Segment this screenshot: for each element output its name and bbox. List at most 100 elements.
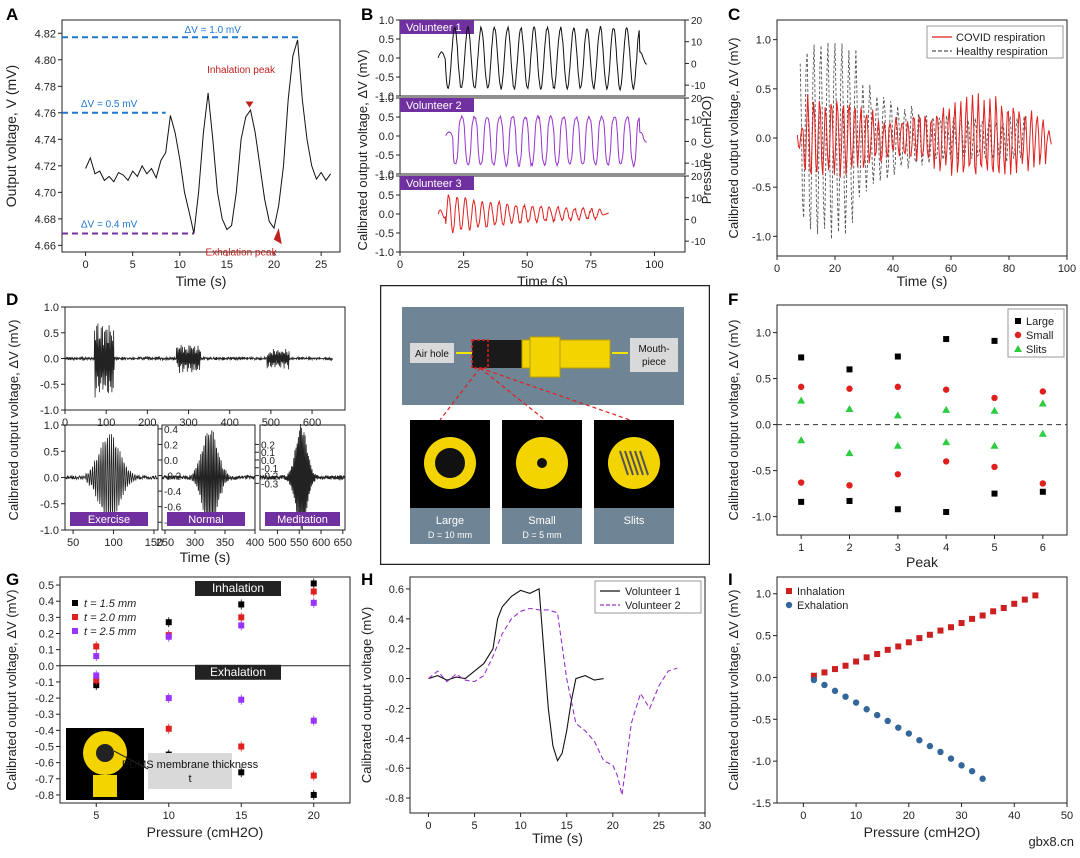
y-axis-label: Calibrated output voltage, ΔV (mV)	[726, 38, 741, 239]
data-point	[990, 608, 997, 615]
data-point	[942, 458, 950, 465]
y-tick-label: 0.5	[44, 446, 59, 458]
y-tick-label: -1.0	[375, 91, 394, 103]
data-point	[895, 643, 902, 650]
y-tick-label: 4.82	[35, 28, 56, 40]
inset-pointer	[113, 750, 149, 770]
mouthpiece-label-line2: piece	[642, 357, 666, 368]
respiration-trace	[437, 25, 648, 92]
data-point	[863, 706, 870, 713]
sample-label: Slits	[624, 515, 645, 527]
y-tick-label: 4.80	[35, 55, 56, 67]
data-point	[238, 769, 245, 776]
legend-label: Healthy respiration	[956, 46, 1048, 58]
y-tick-label: 0.5	[379, 112, 394, 124]
data-point	[991, 394, 998, 402]
x-tick-label: 20	[607, 820, 619, 832]
data-point	[1039, 488, 1046, 495]
data-point	[798, 354, 805, 361]
y-tick-label: 1.0	[756, 589, 771, 601]
data-point	[238, 743, 245, 750]
data-point	[968, 767, 976, 775]
data-point	[991, 463, 998, 471]
subplot-label: Volunteer 2	[406, 100, 462, 112]
x-tick-label: 30	[699, 820, 711, 832]
sample-label: Small	[528, 515, 556, 527]
x-tick-label: 50	[1061, 810, 1073, 822]
x-axis-label: Peak	[906, 554, 939, 570]
y-tick-label: -10	[691, 81, 706, 92]
data-point	[979, 775, 986, 782]
x-axis-label: Time (s)	[532, 830, 583, 846]
exhalation-label: Exhalation	[210, 665, 266, 679]
y-tick-label: 1.0	[379, 171, 394, 183]
x-tick-label: 350	[216, 537, 234, 549]
x-tick-label: 550	[290, 537, 308, 549]
y-tick-label: 10	[691, 116, 703, 127]
y-tick-label: 0	[691, 59, 697, 70]
data-point	[979, 612, 986, 619]
data-point	[943, 336, 950, 343]
data-point	[942, 405, 951, 413]
x-tick-label: 100	[97, 417, 115, 429]
y-tick-label: 0.0	[389, 674, 404, 686]
respiration-trace	[437, 194, 609, 234]
y-tick-label: -0.8	[385, 793, 404, 805]
y-axis-label: Calibrated output voltage, ΔV (mV)	[355, 50, 370, 251]
panel-a: A 0 5 10 15 20 25 4.66 4.68 4.70 4.72 4.74 4.76 4.78 4…	[0, 0, 350, 290]
x-tick-label: 10	[163, 810, 175, 822]
state-label: Exercise	[88, 514, 130, 526]
y-tick-label: 0.4	[389, 614, 404, 626]
panel-letter: H	[361, 570, 373, 589]
y-tick-label: 0.6	[389, 584, 404, 596]
y-tick-label: -1.0	[375, 169, 394, 181]
x-tick-label: 25	[653, 820, 665, 832]
y-tick-label: 0.0	[756, 133, 771, 145]
data-point	[821, 681, 828, 689]
x-tick-label: 40	[1008, 810, 1020, 822]
y-tick-label: -0.5	[375, 228, 394, 240]
y-tick-label: 0	[691, 215, 697, 226]
data-point	[93, 653, 100, 660]
x-tick-label: 3	[895, 542, 901, 554]
x-tick-label: 0	[425, 820, 431, 832]
legend-label: COVID respiration	[956, 32, 1045, 44]
x-tick-label: 40	[887, 263, 899, 275]
data-point	[916, 737, 923, 744]
inset-label-box	[148, 753, 232, 789]
y-tick-label: -10	[691, 159, 706, 170]
y-tick-label: 0.5	[756, 631, 771, 643]
x-tick-label: 5	[471, 820, 477, 832]
data-point	[798, 498, 805, 505]
y-tick-label: 0.0	[39, 661, 54, 673]
x-tick-label: 250	[156, 537, 174, 549]
x-tick-label: 1	[798, 542, 804, 554]
diagram-e: Air hole Mouth-piece Large D = 10 mm Small D …	[379, 284, 711, 566]
data-point	[238, 601, 245, 608]
y-tick-label: 4.70	[35, 187, 56, 199]
y-tick-label: -0.2	[385, 703, 404, 715]
data-point	[310, 588, 317, 595]
x-tick-label: 10	[850, 810, 862, 822]
watermark: gbx8.cn	[1028, 834, 1074, 849]
inset-center	[96, 744, 114, 762]
data-point	[238, 622, 245, 629]
panel-f: F 1 2 3 4 5 6 -1.0 -0.5 0.0 0.5 1.0 Peak Calibrated o…	[722, 285, 1080, 575]
y-tick-label: 20	[691, 172, 703, 183]
x-tick-label: 400	[221, 417, 239, 429]
panel-letter: A	[6, 5, 18, 24]
state-label-box	[70, 512, 148, 526]
y-tick-label: 0.0	[379, 53, 394, 65]
data-point	[1000, 604, 1007, 611]
x-tick-label: 300	[186, 537, 204, 549]
sample-label-box	[594, 508, 674, 544]
x-tick-label: 80	[1003, 263, 1015, 275]
x-tick-label: 50	[521, 259, 533, 271]
legend-marker	[72, 600, 78, 606]
y-tick-label: -0.3	[261, 479, 279, 490]
y-axis-label: Pressure (cmH2O)	[699, 96, 714, 204]
data-point	[797, 396, 806, 404]
y-tick-label: -1.5	[752, 798, 771, 810]
y-tick-label: 0.0	[756, 420, 771, 432]
y-tick-label: 0.1	[261, 448, 275, 459]
